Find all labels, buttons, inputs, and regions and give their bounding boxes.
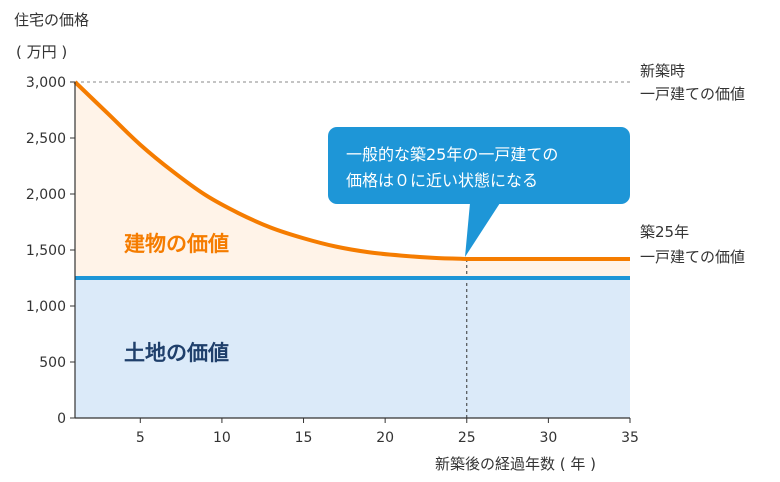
building-area-label: 建物の価値 <box>124 232 229 256</box>
building-value-line <box>73 80 630 261</box>
y-axis-label-line1: 住宅の価格 <box>14 11 89 29</box>
x-tick-label: 30 <box>539 430 557 446</box>
reference-label-line1: 新築時 <box>640 62 685 80</box>
marker-label-line1: 築25年 <box>640 223 689 241</box>
y-tick-label: 500 <box>39 355 66 371</box>
x-tick-label: 20 <box>376 430 394 446</box>
callout: 一般的な築25年の一戸建ての 価格は０に近い状態になる <box>328 127 630 257</box>
building-value-area <box>75 82 630 278</box>
x-tick-label: 35 <box>621 430 639 446</box>
y-ticks: 0 500 1,000 1,500 2,000 2,500 3,000 <box>26 75 75 427</box>
x-axis-label: 新築後の経過年数 ( 年 ) <box>435 455 596 473</box>
marker-label-line2: 一戸建ての価値 <box>640 248 745 266</box>
y-tick-label: 2,000 <box>26 187 66 203</box>
x-tick-label: 25 <box>458 430 476 446</box>
x-ticks: 5 10 15 20 25 30 35 <box>136 418 639 446</box>
callout-pointer <box>465 203 500 257</box>
y-axis-label-line2: ( 万円 ) <box>16 43 67 61</box>
land-value-area <box>75 278 630 418</box>
reference-label-line2: 一戸建ての価値 <box>640 85 745 103</box>
y-tick-label: 1,500 <box>26 243 66 259</box>
callout-line1: 一般的な築25年の一戸建ての <box>346 145 558 164</box>
land-area-label: 土地の価値 <box>124 341 229 365</box>
callout-line2: 価格は０に近い状態になる <box>346 171 538 190</box>
y-tick-label: 2,500 <box>26 131 66 147</box>
x-tick-label: 5 <box>136 430 145 446</box>
y-tick-label: 1,000 <box>26 299 66 315</box>
x-tick-label: 10 <box>213 430 231 446</box>
y-tick-label: 3,000 <box>26 75 66 91</box>
callout-box <box>328 127 630 204</box>
x-tick-label: 15 <box>295 430 313 446</box>
y-tick-label: 0 <box>57 411 66 427</box>
